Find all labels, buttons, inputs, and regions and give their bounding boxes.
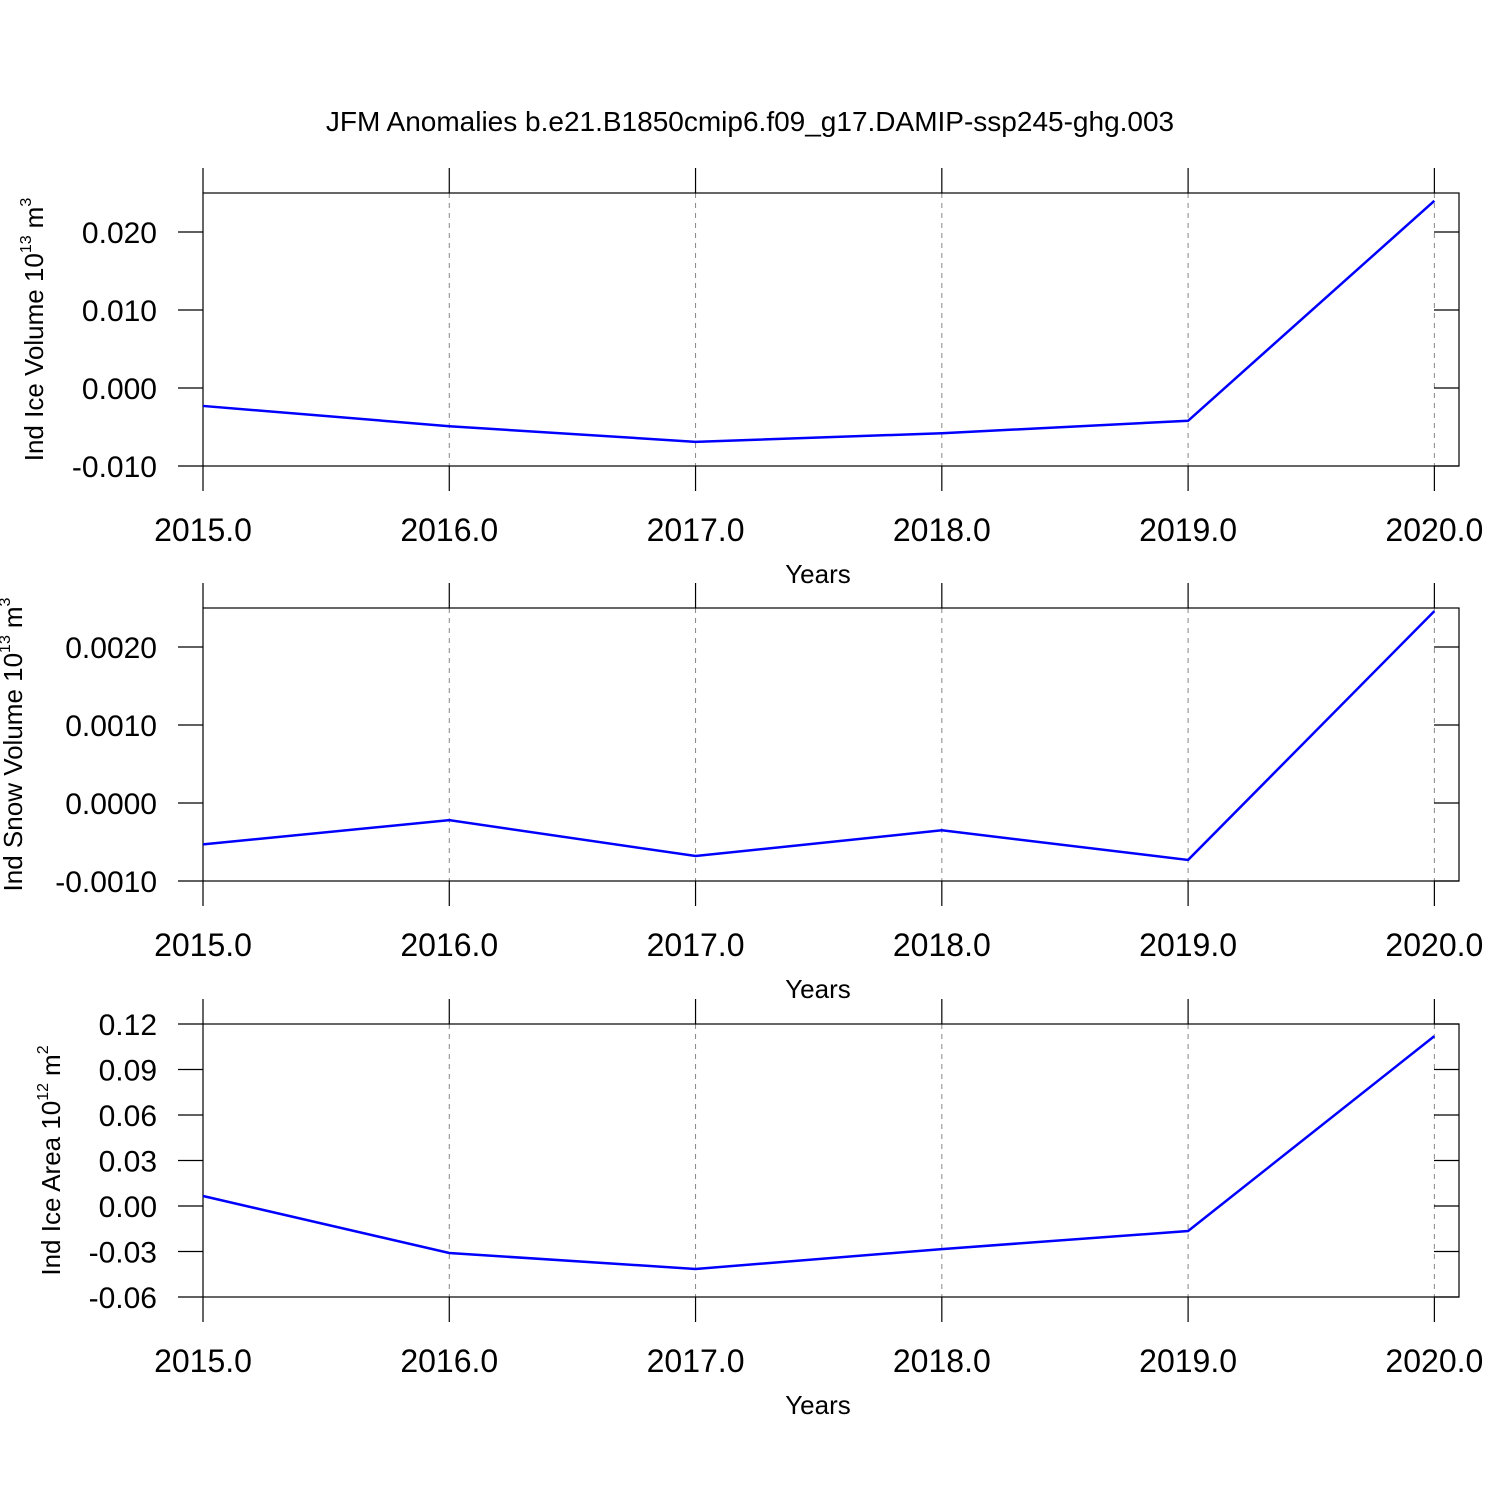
x-tick-label: 2015.0 — [154, 1343, 252, 1379]
y-tick-label: 0.09 — [99, 1055, 157, 1088]
x-tick-label: 2018.0 — [893, 927, 991, 963]
x-tick-label: 2018.0 — [893, 1343, 991, 1379]
y-axis-label: Ind Ice Area 1012 m2 — [35, 1045, 66, 1275]
y-axis-label: Ind Ice Volume 1013 m3 — [18, 198, 49, 462]
y-tick-label: 0.020 — [82, 217, 157, 250]
y-axis-label-part: Ind Ice Area 10 — [36, 1101, 66, 1276]
x-tick-label: 2017.0 — [647, 512, 745, 548]
x-axis-label: Years — [785, 1390, 851, 1420]
x-tick-label: 2019.0 — [1139, 1343, 1237, 1379]
x-tick-label: 2016.0 — [400, 927, 498, 963]
y-tick-label: 0.000 — [82, 373, 157, 406]
y-axis-label-part: m — [0, 606, 28, 628]
y-axis-label-exponent: 13 — [0, 635, 14, 653]
plot-frame — [202, 192, 1460, 467]
y-tick-label: 0.06 — [99, 1100, 157, 1133]
data-line — [202, 610, 1436, 862]
panel: 2015.0 2016.0 2017.0 2018.0 2019.0 2020.0 -0.0… — [35, 999, 1483, 1420]
y-tick-label: 0.010 — [82, 295, 157, 328]
data-line — [202, 199, 1436, 444]
x-tick-label: 2017.0 — [647, 927, 745, 963]
y-axis-label-exponent: 13 — [18, 235, 35, 253]
panel: 2015.0 2016.0 2017.0 2018.0 2019.0 2020.0 -0.0… — [0, 583, 1483, 1004]
y-axis-label-part: Ind Snow Volume 10 — [0, 653, 28, 892]
y-tick-label: 0.03 — [99, 1146, 157, 1179]
x-tick-label: 2019.0 — [1139, 927, 1237, 963]
y-tick-label: -0.0010 — [55, 866, 157, 899]
x-tick-label: 2015.0 — [154, 512, 252, 548]
x-tick-label: 2017.0 — [647, 1343, 745, 1379]
y-axis-label-exponent: 3 — [0, 597, 14, 606]
chart-title: JFM Anomalies b.e21.B1850cmip6.f09_g17.D… — [326, 106, 1174, 137]
data-line — [202, 1035, 1436, 1271]
x-tick-label: 2016.0 — [400, 512, 498, 548]
x-tick-label: 2020.0 — [1385, 1343, 1483, 1379]
y-axis-label-exponent: 12 — [35, 1083, 52, 1101]
x-tick-label: 2020.0 — [1385, 927, 1483, 963]
y-tick-label: 0.0010 — [65, 710, 157, 743]
y-axis-label: Ind Snow Volume 1013 m3 — [0, 597, 28, 891]
y-tick-label: 0.0000 — [65, 788, 157, 821]
y-axis-label-part: m — [36, 1054, 66, 1076]
y-axis-label-exponent: 2 — [35, 1045, 52, 1054]
y-tick-label: -0.06 — [89, 1282, 157, 1315]
x-tick-label: 2020.0 — [1385, 512, 1483, 548]
plot-frame — [202, 1023, 1460, 1298]
x-tick-label: 2015.0 — [154, 927, 252, 963]
x-axis-label: Years — [785, 974, 851, 1004]
y-tick-label: 0.0020 — [65, 632, 157, 665]
x-tick-label: 2019.0 — [1139, 512, 1237, 548]
plot-frame — [202, 607, 1460, 882]
y-tick-label: -0.03 — [89, 1237, 157, 1270]
y-tick-label: -0.010 — [72, 451, 157, 484]
panel: 2015.0 2016.0 2017.0 2018.0 2019.0 2020.0 -0.0… — [18, 168, 1483, 589]
y-axis-label-exponent: 3 — [18, 198, 35, 207]
y-axis-label-part: Ind Ice Volume 10 — [19, 253, 49, 461]
x-tick-label: 2016.0 — [400, 1343, 498, 1379]
x-tick-label: 2018.0 — [893, 512, 991, 548]
y-tick-label: 0.00 — [99, 1191, 157, 1224]
y-tick-label: 0.12 — [99, 1009, 157, 1042]
y-axis-label-part: m — [19, 207, 49, 229]
x-axis-label: Years — [785, 559, 851, 589]
